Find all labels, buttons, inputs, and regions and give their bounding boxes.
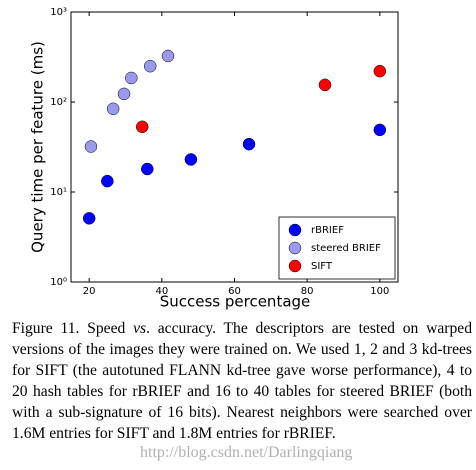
x-tick-label: 40	[155, 286, 168, 297]
caption-text: . accuracy. The descriptors are tested o…	[12, 320, 472, 442]
point	[135, 120, 149, 134]
legend-label: SIFT	[311, 261, 333, 272]
point	[141, 162, 154, 176]
caption: Figure 11. Speed vs. accuracy. The descr…	[12, 318, 472, 444]
point	[82, 212, 96, 225]
point	[242, 137, 256, 151]
point	[143, 59, 157, 73]
point	[184, 153, 198, 166]
point	[373, 64, 387, 78]
y-tick-label: 10¹	[50, 187, 67, 198]
point	[318, 78, 332, 92]
point	[125, 71, 138, 85]
point	[84, 140, 98, 153]
point	[101, 174, 114, 188]
x-tick-label: 20	[83, 286, 96, 297]
x-tick-label: 100	[370, 286, 389, 297]
y-tick-label: 10³	[50, 7, 67, 18]
chart: Query time per feature (ms) Success perc…	[29, 7, 399, 311]
caption-text: Figure 11. Speed	[12, 320, 134, 337]
point	[106, 102, 120, 116]
legend-label: rBRIEF	[311, 225, 344, 236]
point	[373, 123, 387, 137]
legend-marker	[288, 223, 302, 237]
point	[161, 49, 175, 63]
x-tick-label: 60	[228, 286, 241, 297]
legend-marker	[288, 259, 302, 273]
legend-label: steered BRIEF	[311, 243, 381, 254]
y-tick-label: 10²	[50, 97, 67, 108]
x-axis-label: Success percentage	[160, 293, 311, 311]
watermark: http://blog.csdn.net/Darlingqiang	[140, 444, 353, 461]
point	[117, 87, 131, 101]
y-tick-label: 10⁰	[50, 277, 67, 288]
x-tick-label: 80	[301, 286, 314, 297]
legend-marker	[288, 241, 302, 255]
y-axis-label: Query time per feature (ms)	[29, 41, 47, 253]
caption-text: vs	[133, 320, 147, 337]
